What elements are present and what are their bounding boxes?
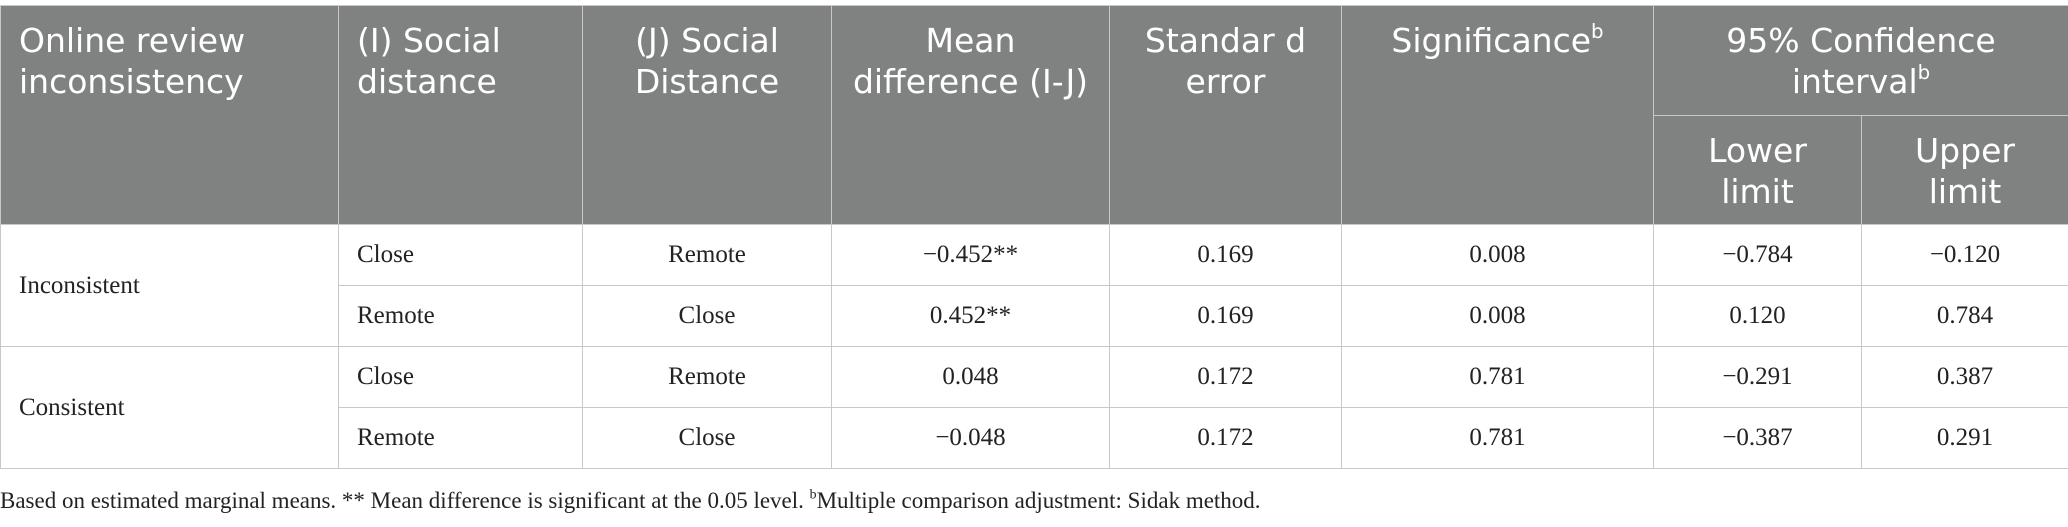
- header-sup: b: [1917, 61, 1931, 85]
- cell: 0.784: [1861, 285, 2068, 347]
- data-row: Remote Close 0.452** 0.169 0.008 0.120 0.784: [1, 285, 2068, 347]
- header-cell: Mean difference (I-J): [831, 5, 1110, 225]
- data-row: Inconsistent Close Remote −0.452** 0.169 0.00…: [0, 224, 2068, 347]
- cell: 0.169: [1109, 224, 1342, 286]
- cell: 0.008: [1341, 285, 1654, 347]
- cell: 0.291: [1861, 407, 2068, 469]
- cell: 0.169: [1109, 285, 1342, 347]
- cell: 0.452**: [831, 285, 1110, 347]
- cell: 0.048: [831, 346, 1110, 408]
- footnote-sup: b: [809, 486, 817, 502]
- cell: −0.120: [1861, 224, 2068, 286]
- cell: Close: [582, 407, 832, 469]
- group-label: Inconsistent: [0, 224, 339, 347]
- cell: 0.781: [1341, 407, 1654, 469]
- header-sup: b: [1591, 20, 1604, 44]
- header-text: 95% Confidence interval: [1726, 21, 1996, 101]
- header-cell: Upper limit: [1861, 115, 2068, 225]
- header-cell: Standar d error: [1109, 5, 1342, 225]
- header-cell: Lower limit: [1653, 115, 1862, 225]
- header-cell: (I) Social distance: [338, 5, 583, 225]
- cell: Close: [338, 346, 583, 408]
- cell: Remote: [582, 224, 832, 286]
- group-label: Consistent: [0, 346, 339, 469]
- header-text: (J) Social Distance: [634, 21, 780, 101]
- cell: 0.172: [1109, 346, 1342, 408]
- header-cell: 95% Confidence intervalb: [1653, 5, 2068, 116]
- cell: Close: [338, 224, 583, 286]
- data-row: Consistent Close Remote 0.048 0.172 0.781 −0.2…: [0, 346, 2068, 469]
- header-cell: Significanceb: [1341, 5, 1654, 225]
- cell: Close: [582, 285, 832, 347]
- cell: Remote: [582, 346, 832, 408]
- header-row: Online review inconsistency (I) Social di…: [0, 5, 2068, 225]
- results-table: Online review inconsistency (I) Social di…: [0, 5, 2068, 469]
- cell: 0.172: [1109, 407, 1342, 469]
- header-text: Online review inconsistency: [19, 21, 246, 101]
- header-cell: (J) Social Distance: [582, 5, 832, 225]
- cell: 0.781: [1341, 346, 1654, 408]
- footnote-text: Multiple comparison adjustment: Sidak me…: [816, 488, 1261, 513]
- cell: 0.008: [1341, 224, 1654, 286]
- header-text: (I) Social distance: [357, 21, 501, 101]
- header-cell: Online review inconsistency: [0, 5, 339, 225]
- cell: Remote: [338, 407, 583, 469]
- cell: −0.291: [1653, 346, 1862, 408]
- header-row: Lower limit Upper limit: [1, 115, 2068, 225]
- header-text: Significance: [1391, 21, 1592, 60]
- data-row: Remote Close −0.048 0.172 0.781 −0.387 0.291: [1, 407, 2068, 469]
- cell: −0.784: [1653, 224, 1862, 286]
- cell: −0.387: [1653, 407, 1862, 469]
- header-text: Standar d error: [1144, 21, 1307, 101]
- table-wrap: Online review inconsistency (I) Social di…: [0, 5, 2068, 469]
- footnote: Based on estimated marginal means. ** Me…: [0, 486, 1261, 514]
- cell: 0.120: [1653, 285, 1862, 347]
- header-text: Mean difference (I-J): [852, 21, 1089, 101]
- cell: Remote: [338, 285, 583, 347]
- footnote-text: Based on estimated marginal means. ** Me…: [0, 488, 810, 513]
- cell: −0.452**: [831, 224, 1110, 286]
- cell: 0.387: [1861, 346, 2068, 408]
- cell: −0.048: [831, 407, 1110, 469]
